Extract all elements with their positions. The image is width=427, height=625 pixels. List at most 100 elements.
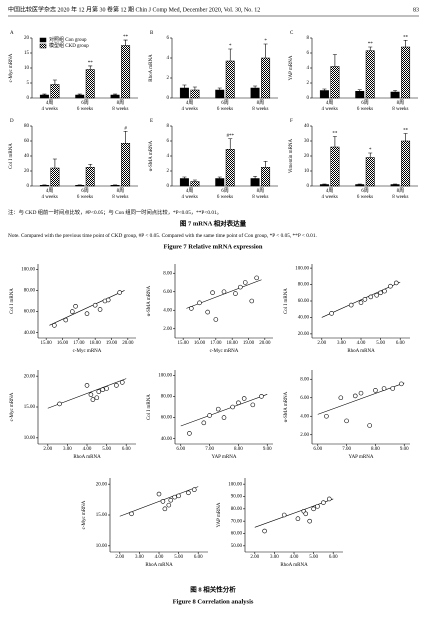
scatter-point bbox=[129, 511, 134, 517]
y-axis-label: Col I mRNA bbox=[9, 143, 14, 169]
scatter-point bbox=[250, 402, 256, 408]
x-axis-label: RhoA mRNA bbox=[73, 455, 101, 460]
scatter-point bbox=[186, 490, 191, 496]
fit-line bbox=[180, 394, 268, 427]
x-tick-label: 8周 bbox=[397, 188, 405, 194]
x-tick-label: 9.00 bbox=[400, 447, 409, 452]
scatter-point bbox=[329, 311, 334, 316]
y-tick-label: 6 bbox=[167, 36, 170, 41]
x-tick-label: 6周 bbox=[221, 100, 229, 106]
bar bbox=[355, 184, 365, 187]
scatter-point bbox=[368, 294, 374, 300]
scatter-point bbox=[84, 311, 90, 316]
scatter-point bbox=[373, 388, 378, 393]
bar bbox=[50, 84, 60, 99]
x-tick-label: 6 weeks bbox=[357, 107, 373, 112]
bar bbox=[330, 66, 340, 99]
panel-letter: A bbox=[10, 31, 14, 36]
y-tick-label: 4 bbox=[167, 56, 170, 61]
error-bar bbox=[253, 85, 258, 88]
y-tick-label: 20.00 bbox=[298, 332, 310, 337]
bar bbox=[390, 91, 400, 99]
bar bbox=[121, 45, 131, 99]
x-tick-label: 2.00 bbox=[317, 341, 326, 346]
bar bbox=[401, 140, 411, 187]
scatter-point bbox=[205, 309, 210, 315]
y-tick-label: 15 bbox=[24, 51, 30, 56]
scatter-point bbox=[233, 291, 238, 296]
y-axis-label: c-Myc mRNA bbox=[10, 392, 15, 421]
scatter-point bbox=[210, 290, 215, 295]
scatter-point bbox=[97, 307, 103, 312]
x-tick-label: 6.00 bbox=[176, 447, 185, 452]
scatter-point bbox=[201, 420, 207, 426]
x-tick-label: 5.00 bbox=[376, 341, 385, 346]
caption-en: Figure 8 Correlation analysis bbox=[173, 598, 254, 605]
bar bbox=[190, 181, 200, 187]
y-tick-label: 10 bbox=[304, 169, 310, 174]
x-axis-label: YAP mRNA bbox=[349, 455, 374, 460]
error-bar bbox=[357, 89, 362, 92]
x-axis-label: c-Myc mRNA bbox=[210, 349, 239, 354]
x-tick-label: 8周 bbox=[397, 100, 405, 106]
x-tick-label: 8 weeks bbox=[112, 107, 128, 112]
scatter-point bbox=[249, 298, 255, 304]
error-bar bbox=[88, 65, 93, 70]
error-bar bbox=[88, 163, 93, 168]
x-axis-label: RhoA mRNA bbox=[347, 349, 375, 354]
x-axis-label: YAP mRNA bbox=[212, 455, 237, 460]
y-axis-label: Col I mRNA bbox=[284, 288, 289, 314]
scatter-point bbox=[307, 518, 312, 524]
y-axis-label: Vimentin mRNA bbox=[289, 138, 294, 173]
y-tick-label: 8 bbox=[307, 36, 310, 41]
x-tick-label: 5.00 bbox=[174, 555, 183, 560]
scatter-point bbox=[100, 387, 105, 393]
x-tick-label: 6.00 bbox=[396, 341, 405, 346]
x-tick-label: 4周 bbox=[326, 100, 334, 106]
y-tick-label: 6.00 bbox=[300, 396, 309, 401]
y-tick-label: 20 bbox=[24, 36, 30, 41]
significance-mark: ** bbox=[332, 132, 338, 137]
bar bbox=[121, 143, 131, 187]
panel-letter: F bbox=[290, 119, 293, 124]
bar bbox=[355, 91, 365, 99]
error-bar bbox=[403, 133, 408, 141]
error-bar bbox=[192, 86, 197, 90]
scatter-point bbox=[367, 423, 372, 428]
scatter-point bbox=[238, 284, 243, 290]
scatter-point bbox=[321, 500, 326, 505]
bar bbox=[250, 178, 260, 187]
error-bar bbox=[182, 84, 187, 88]
x-tick-label: 4.00 bbox=[155, 555, 164, 560]
fit-line bbox=[321, 281, 401, 318]
x-tick-label: 18.00 bbox=[227, 341, 239, 346]
x-tick-label: 3.00 bbox=[270, 555, 279, 560]
significance-mark: ** bbox=[368, 42, 374, 47]
panel-letter: D bbox=[10, 119, 14, 124]
scatter-point bbox=[52, 323, 57, 328]
scatter-point bbox=[63, 317, 69, 323]
x-tick-label: 6周 bbox=[221, 188, 229, 194]
y-tick-label: 8.00 bbox=[163, 271, 172, 276]
x-tick-label: 6周 bbox=[361, 100, 369, 106]
x-tick-label: 8.00 bbox=[371, 447, 380, 452]
bar bbox=[215, 178, 225, 187]
scatter-point bbox=[241, 396, 247, 401]
scatter-point bbox=[362, 297, 368, 302]
y-axis-label: c-Myc mRNA bbox=[82, 500, 87, 529]
y-tick-label: 80 bbox=[24, 124, 30, 129]
x-axis-label: RhoA mRNA bbox=[145, 563, 173, 568]
scatter-point bbox=[324, 413, 329, 419]
error-bar bbox=[403, 39, 408, 47]
x-tick-label: 4周 bbox=[46, 100, 54, 106]
panel-letter: C bbox=[290, 31, 294, 36]
y-tick-label: 8 bbox=[167, 124, 170, 129]
scatter-point bbox=[378, 290, 383, 296]
x-axis-label: RhoA mRNA bbox=[280, 563, 308, 568]
bar bbox=[330, 146, 340, 187]
error-bar bbox=[192, 179, 197, 182]
y-tick-label: 4.00 bbox=[300, 414, 309, 419]
scatter-point bbox=[358, 300, 364, 305]
bar bbox=[365, 50, 375, 99]
